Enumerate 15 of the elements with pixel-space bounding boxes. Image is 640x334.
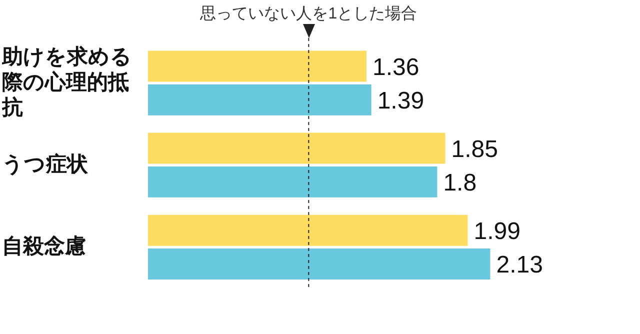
ref-line-label: 思っていない人を1とした場合	[199, 4, 418, 22]
bar	[148, 84, 372, 116]
data-label: 2.13	[496, 252, 543, 279]
data-label: 1.8	[443, 170, 477, 197]
data-label: 1.39	[377, 87, 424, 114]
y-tick-label: うつ症状	[2, 152, 89, 176]
bar	[148, 132, 446, 164]
bar	[148, 214, 468, 246]
bar	[148, 166, 438, 198]
y-tick-label: 自殺念慮	[2, 234, 86, 258]
bar	[148, 50, 367, 82]
data-label: 1.36	[372, 54, 420, 81]
data-label: 1.99	[474, 218, 520, 245]
data-label: 1.85	[451, 136, 498, 163]
bar	[148, 248, 490, 280]
